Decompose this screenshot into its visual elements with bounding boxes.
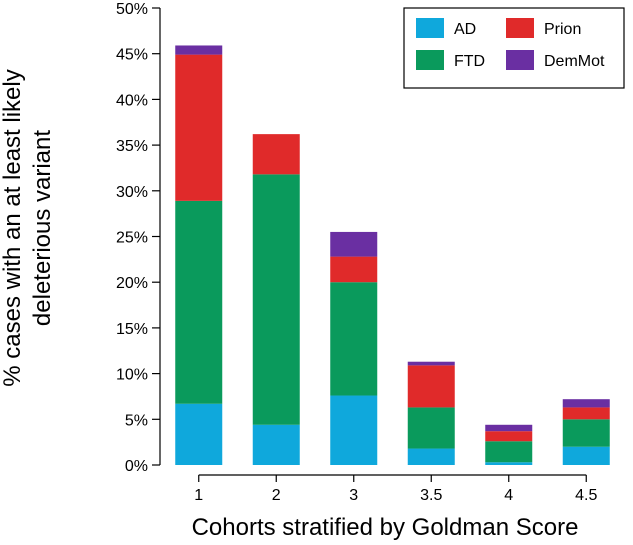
y-axis-title-line2: deleterious variant [29, 130, 56, 326]
legend-swatch-demmot [506, 50, 534, 70]
bar-segment-prion [485, 431, 533, 442]
bar-segment-demmot [562, 399, 610, 408]
x-tick-label: 4 [504, 487, 513, 504]
y-tick-label: 30% [116, 184, 148, 201]
legend-label-ftd: FTD [454, 53, 485, 70]
x-tick-label: 1 [194, 487, 203, 504]
x-tick-label: 3.5 [420, 487, 442, 504]
y-axis-title-line1: % cases with an at least likely [0, 69, 26, 386]
bar-segment-demmot [485, 424, 533, 432]
legend: AD Prion FTD DemMot [403, 7, 625, 89]
y-tick-label: 35% [116, 138, 148, 155]
bar-segment-ad [485, 462, 533, 465]
y-tick-label: 5% [125, 412, 148, 429]
y-tick-label: 45% [116, 47, 148, 64]
bar-segment-ftd [485, 441, 533, 463]
bar-segment-ad [562, 446, 610, 465]
y-tick-label: 40% [116, 92, 148, 109]
legend-label-demmot: DemMot [544, 53, 605, 70]
bar-segment-prion [330, 256, 378, 283]
bar-segment-prion [407, 365, 455, 408]
bar-segment-prion [175, 54, 223, 201]
bars [175, 45, 610, 465]
y-tick-label: 25% [116, 230, 148, 247]
y-tick-label: 10% [116, 367, 148, 384]
bar-segment-demmot [330, 231, 378, 257]
y-tick-label: 15% [116, 321, 148, 338]
x-tick-label: 4.5 [575, 487, 597, 504]
bar-segment-prion [562, 407, 610, 420]
x-tick-label: 3 [349, 487, 358, 504]
bar-segment-ftd [252, 174, 300, 425]
bar-segment-ftd [330, 282, 378, 396]
bar-segment-ftd [175, 200, 223, 404]
y-axis-title: % cases with an at least likely deleteri… [0, 69, 56, 386]
y-tick-label: 0% [125, 458, 148, 475]
x-tick-label: 2 [272, 487, 281, 504]
bar-segment-ad [407, 448, 455, 465]
bar-segment-ftd [562, 419, 610, 447]
y-tick-label: 50% [116, 1, 148, 18]
legend-swatch-prion [506, 18, 534, 38]
x-axis-title: Cohorts stratified by Goldman Score [192, 514, 579, 541]
legend-label-prion: Prion [544, 21, 581, 38]
bar-segment-ad [175, 403, 223, 465]
y-axis: 0% 5% 10% 15% 20% 25% 30% 35% 40% 45% 50% [116, 1, 161, 475]
legend-swatch-ftd [416, 50, 444, 70]
bar-segment-ftd [407, 407, 455, 449]
bar-segment-demmot [175, 45, 223, 55]
y-tick-label: 20% [116, 275, 148, 292]
bar-segment-demmot [407, 361, 455, 366]
legend-swatch-ad [416, 18, 444, 38]
bar-segment-ad [330, 395, 378, 465]
bar-segment-ad [252, 424, 300, 465]
legend-label-ad: AD [454, 21, 476, 38]
bar-segment-prion [252, 134, 300, 175]
x-axis: 1 2 3 3.5 4 4.5 [194, 474, 597, 504]
